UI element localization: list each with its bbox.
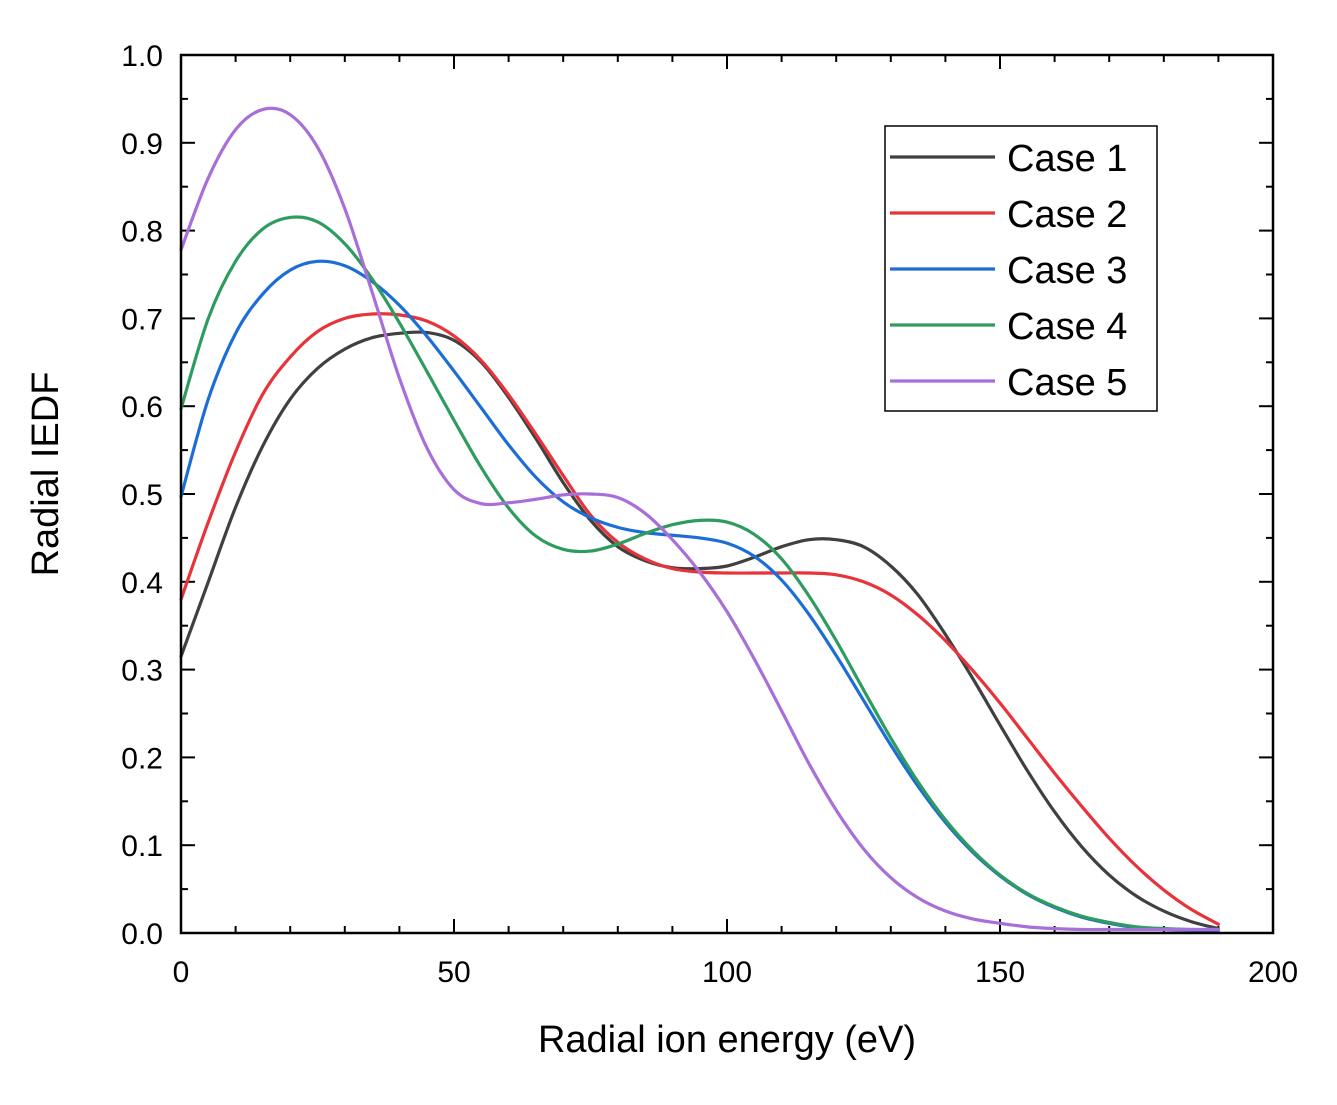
y-tick-label: 0.3 xyxy=(121,655,163,688)
x-tick-label: 150 xyxy=(975,956,1025,989)
x-axis-title: Radial ion energy (eV) xyxy=(538,1019,916,1061)
plot-frame xyxy=(179,53,1275,935)
x-tick-label: 100 xyxy=(702,956,752,989)
series-line-case-4 xyxy=(179,215,1220,932)
series-line-case-5 xyxy=(179,106,1220,932)
y-tick-labels: 0.0 0.1 0.2 0.3 0.4 0.5 0.6 0.7 0.8 0.9 1.0 xyxy=(121,40,163,951)
y-tick-label: 0.6 xyxy=(121,391,163,424)
x-tick-label: 50 xyxy=(437,956,470,989)
y-tick-label: 0.5 xyxy=(121,479,163,512)
y-tick-label: 0.4 xyxy=(121,567,163,600)
y-tick-label: 0.1 xyxy=(121,830,163,863)
series-line-case-1 xyxy=(179,330,1220,931)
series-lines xyxy=(179,106,1220,933)
legend-label-case-2: Case 2 xyxy=(1007,194,1127,236)
legend-label-case-4: Case 4 xyxy=(1007,306,1127,348)
y-tick-label: 0.8 xyxy=(121,216,163,249)
y-tick-label: 1.0 xyxy=(121,40,163,73)
y-tick-label: 0.0 xyxy=(121,918,163,951)
x-tick-labels: 0 50 100 150 200 xyxy=(173,956,1298,989)
y-tick-label: 0.2 xyxy=(121,742,163,775)
legend: Case 1 Case 2 Case 3 Case 4 Case 5 xyxy=(884,125,1158,412)
legend-label-case-3: Case 3 xyxy=(1007,250,1127,292)
legend-label-case-5: Case 5 xyxy=(1007,362,1127,404)
y-axis-title: Radial IEDF xyxy=(25,372,67,577)
series-line-case-2 xyxy=(179,312,1220,926)
x-tick-label: 200 xyxy=(1248,956,1298,989)
x-tick-label: 0 xyxy=(173,956,190,989)
legend-label-case-1: Case 1 xyxy=(1007,138,1127,180)
y-tick-label: 0.9 xyxy=(121,128,163,161)
y-tick-label: 0.7 xyxy=(121,303,163,336)
